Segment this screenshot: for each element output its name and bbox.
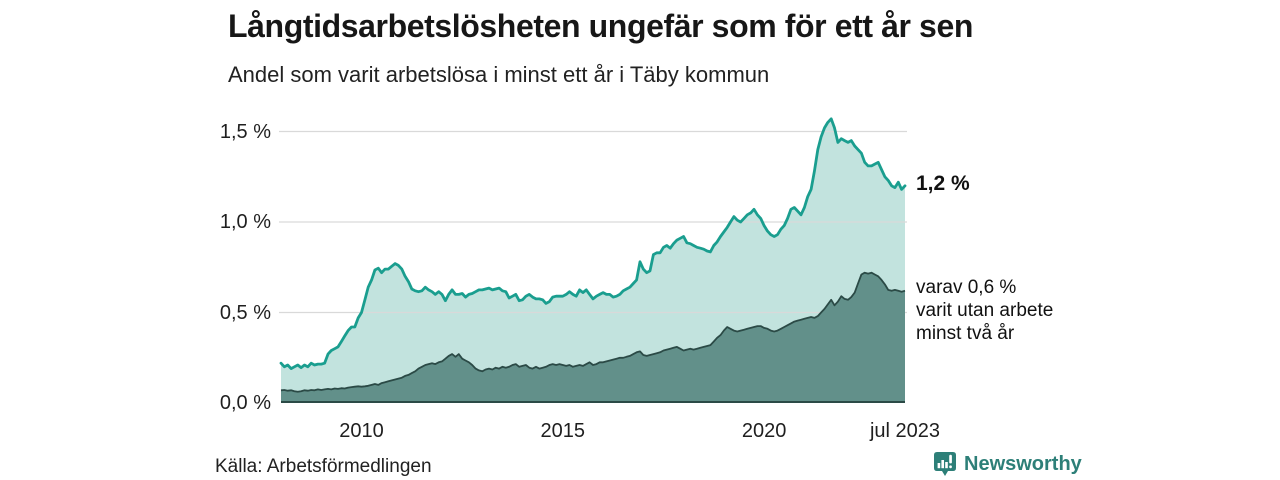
two-year-annotation-line: varav 0,6 % [916, 277, 1017, 298]
x-axis-tick-label: jul 2023 [869, 420, 941, 442]
y-axis-tick-label: 0,5 % [219, 301, 271, 324]
two-year-annotation: varav 0,6 % varit utan arbete minst två … [916, 276, 1053, 345]
x-axis-tick-label: 2010 [339, 420, 384, 442]
y-axis-tick-label: 1,5 % [219, 120, 271, 143]
x-axis-tick-label: 2015 [540, 420, 586, 442]
page-subtitle: Andel som varit arbetslösa i minst ett å… [228, 62, 770, 87]
newsworthy-wordmark: Newsworthy [964, 453, 1082, 475]
two-year-annotation-line: varit utan arbete [916, 300, 1054, 321]
x-axis-tick-label: 2020 [741, 420, 787, 442]
page-title: Långtidsarbetslösheten ungefär som för e… [228, 8, 973, 44]
newsworthy-logo: Newsworthy [933, 451, 1082, 478]
newsworthy-icon [933, 451, 957, 478]
y-axis-tick-label: 1,0 % [219, 211, 271, 233]
latest-total-annotation: 1,2 % [916, 172, 970, 195]
two-year-annotation-line: minst två år [916, 323, 1015, 344]
source-label: Källa: Arbetsförmedlingen [215, 456, 432, 477]
y-axis-tick-label: 0,0 % [219, 392, 271, 414]
